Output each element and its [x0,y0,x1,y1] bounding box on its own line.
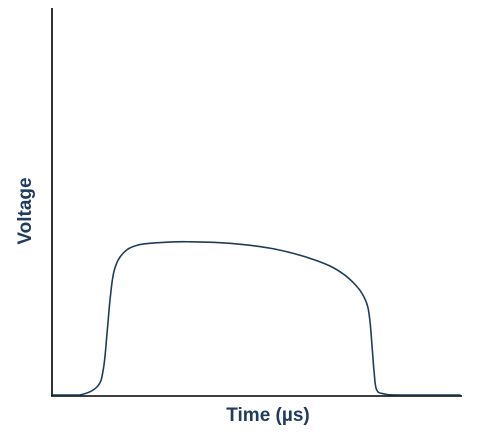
y-axis-label: Voltage [15,177,36,244]
voltage-pulse-line [52,240,461,396]
x-axis-label: Time (µs) [226,405,309,426]
